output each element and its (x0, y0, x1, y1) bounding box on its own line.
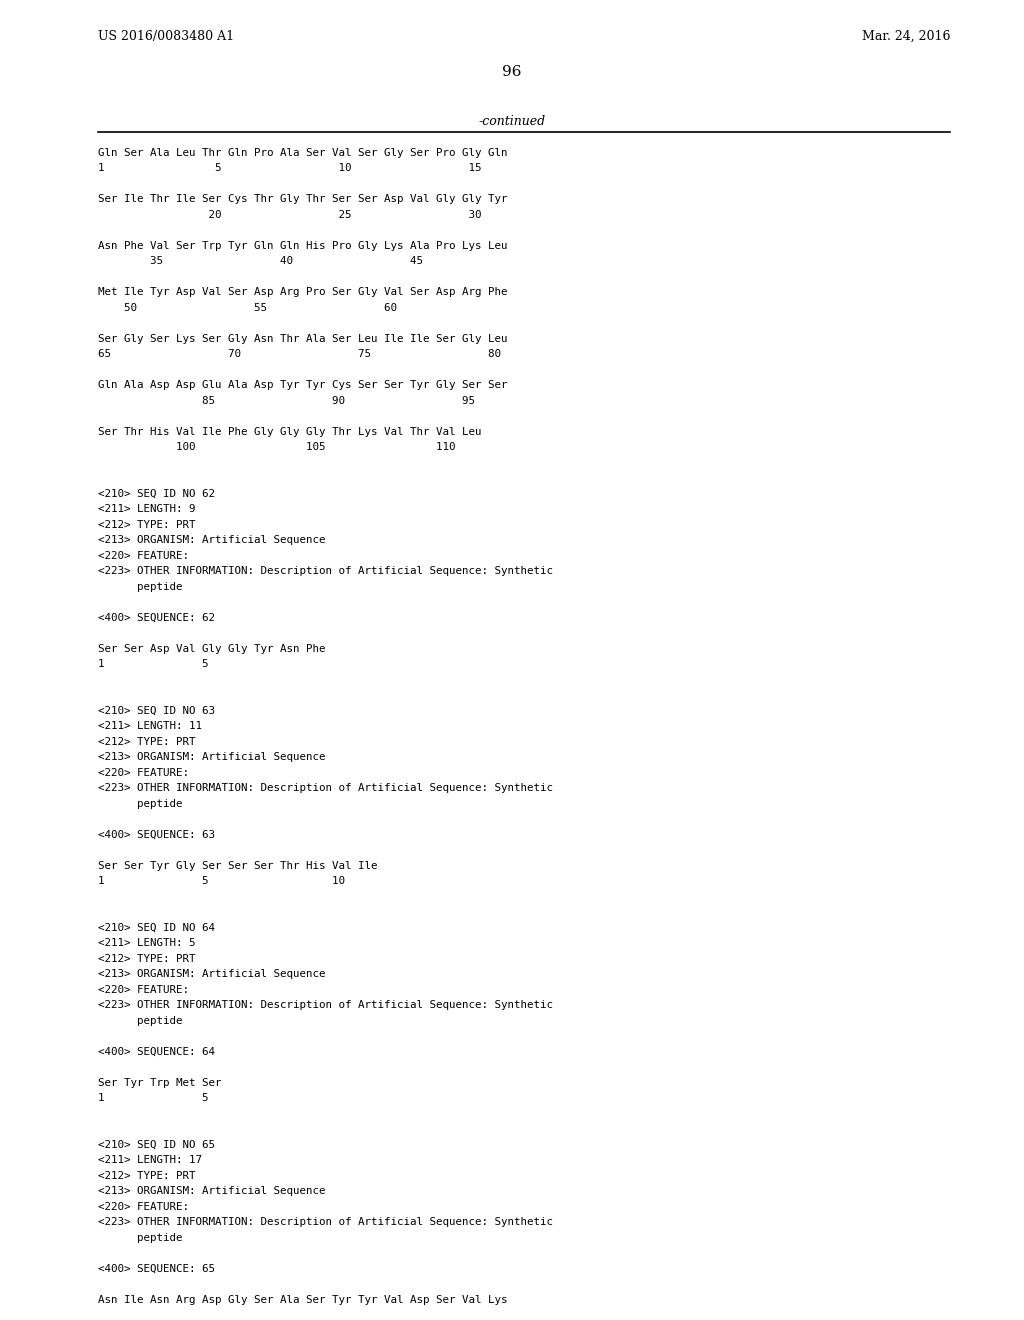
Text: <211> LENGTH: 11: <211> LENGTH: 11 (98, 722, 202, 731)
Text: Ser Thr His Val Ile Phe Gly Gly Gly Thr Lys Val Thr Val Leu: Ser Thr His Val Ile Phe Gly Gly Gly Thr … (98, 426, 481, 437)
Text: <400> SEQUENCE: 63: <400> SEQUENCE: 63 (98, 830, 215, 840)
Text: <213> ORGANISM: Artificial Sequence: <213> ORGANISM: Artificial Sequence (98, 969, 326, 979)
Text: <213> ORGANISM: Artificial Sequence: <213> ORGANISM: Artificial Sequence (98, 536, 326, 545)
Text: US 2016/0083480 A1: US 2016/0083480 A1 (98, 30, 234, 44)
Text: <211> LENGTH: 9: <211> LENGTH: 9 (98, 504, 196, 515)
Text: Ser Ser Tyr Gly Ser Ser Ser Thr His Val Ile: Ser Ser Tyr Gly Ser Ser Ser Thr His Val … (98, 861, 378, 871)
Text: Asn Ile Asn Arg Asp Gly Ser Ala Ser Tyr Tyr Val Asp Ser Val Lys: Asn Ile Asn Arg Asp Gly Ser Ala Ser Tyr … (98, 1295, 508, 1305)
Text: 85                  90                  95: 85 90 95 (98, 396, 475, 407)
Text: <210> SEQ ID NO 65: <210> SEQ ID NO 65 (98, 1140, 215, 1150)
Text: <213> ORGANISM: Artificial Sequence: <213> ORGANISM: Artificial Sequence (98, 1187, 326, 1196)
Text: <211> LENGTH: 5: <211> LENGTH: 5 (98, 939, 196, 949)
Text: <210> SEQ ID NO 62: <210> SEQ ID NO 62 (98, 488, 215, 499)
Text: 100                 105                 110: 100 105 110 (98, 442, 456, 453)
Text: 1                 5                  10                  15: 1 5 10 15 (98, 164, 481, 173)
Text: <223> OTHER INFORMATION: Description of Artificial Sequence: Synthetic: <223> OTHER INFORMATION: Description of … (98, 784, 553, 793)
Text: <220> FEATURE:: <220> FEATURE: (98, 550, 189, 561)
Text: Mar. 24, 2016: Mar. 24, 2016 (861, 30, 950, 44)
Text: 1               5                   10: 1 5 10 (98, 876, 345, 887)
Text: 65                  70                  75                  80: 65 70 75 80 (98, 350, 501, 359)
Text: <220> FEATURE:: <220> FEATURE: (98, 985, 189, 995)
Text: Ser Tyr Trp Met Ser: Ser Tyr Trp Met Ser (98, 1078, 221, 1088)
Text: 35                  40                  45: 35 40 45 (98, 256, 423, 267)
Text: <211> LENGTH: 17: <211> LENGTH: 17 (98, 1155, 202, 1166)
Text: Ser Gly Ser Lys Ser Gly Asn Thr Ala Ser Leu Ile Ile Ser Gly Leu: Ser Gly Ser Lys Ser Gly Asn Thr Ala Ser … (98, 334, 508, 345)
Text: <210> SEQ ID NO 63: <210> SEQ ID NO 63 (98, 706, 215, 715)
Text: <400> SEQUENCE: 65: <400> SEQUENCE: 65 (98, 1265, 215, 1274)
Text: <400> SEQUENCE: 64: <400> SEQUENCE: 64 (98, 1047, 215, 1057)
Text: 1               5: 1 5 (98, 660, 209, 669)
Text: peptide: peptide (98, 1016, 182, 1026)
Text: peptide: peptide (98, 1233, 182, 1243)
Text: <220> FEATURE:: <220> FEATURE: (98, 768, 189, 777)
Text: <212> TYPE: PRT: <212> TYPE: PRT (98, 1171, 196, 1181)
Text: Gln Ser Ala Leu Thr Gln Pro Ala Ser Val Ser Gly Ser Pro Gly Gln: Gln Ser Ala Leu Thr Gln Pro Ala Ser Val … (98, 148, 508, 158)
Text: Asn Phe Val Ser Trp Tyr Gln Gln His Pro Gly Lys Ala Pro Lys Leu: Asn Phe Val Ser Trp Tyr Gln Gln His Pro … (98, 242, 508, 251)
Text: <212> TYPE: PRT: <212> TYPE: PRT (98, 954, 196, 964)
Text: <223> OTHER INFORMATION: Description of Artificial Sequence: Synthetic: <223> OTHER INFORMATION: Description of … (98, 566, 553, 577)
Text: <223> OTHER INFORMATION: Description of Artificial Sequence: Synthetic: <223> OTHER INFORMATION: Description of … (98, 1217, 553, 1228)
Text: Ser Ile Thr Ile Ser Cys Thr Gly Thr Ser Ser Asp Val Gly Gly Tyr: Ser Ile Thr Ile Ser Cys Thr Gly Thr Ser … (98, 194, 508, 205)
Text: <400> SEQUENCE: 62: <400> SEQUENCE: 62 (98, 612, 215, 623)
Text: <212> TYPE: PRT: <212> TYPE: PRT (98, 520, 196, 531)
Text: <210> SEQ ID NO 64: <210> SEQ ID NO 64 (98, 923, 215, 933)
Text: 1               5: 1 5 (98, 1093, 209, 1104)
Text: 50                  55                  60: 50 55 60 (98, 304, 397, 313)
Text: <220> FEATURE:: <220> FEATURE: (98, 1203, 189, 1212)
Text: Met Ile Tyr Asp Val Ser Asp Arg Pro Ser Gly Val Ser Asp Arg Phe: Met Ile Tyr Asp Val Ser Asp Arg Pro Ser … (98, 288, 508, 297)
Text: Ser Ser Asp Val Gly Gly Tyr Asn Phe: Ser Ser Asp Val Gly Gly Tyr Asn Phe (98, 644, 326, 653)
Text: <223> OTHER INFORMATION: Description of Artificial Sequence: Synthetic: <223> OTHER INFORMATION: Description of … (98, 1001, 553, 1011)
Text: 20                  25                  30: 20 25 30 (98, 210, 481, 220)
Text: Gln Ala Asp Asp Glu Ala Asp Tyr Tyr Cys Ser Ser Tyr Gly Ser Ser: Gln Ala Asp Asp Glu Ala Asp Tyr Tyr Cys … (98, 380, 508, 391)
Text: 96: 96 (502, 65, 522, 79)
Text: <213> ORGANISM: Artificial Sequence: <213> ORGANISM: Artificial Sequence (98, 752, 326, 763)
Text: <212> TYPE: PRT: <212> TYPE: PRT (98, 737, 196, 747)
Text: -continued: -continued (478, 115, 546, 128)
Text: peptide: peptide (98, 799, 182, 809)
Text: peptide: peptide (98, 582, 182, 591)
